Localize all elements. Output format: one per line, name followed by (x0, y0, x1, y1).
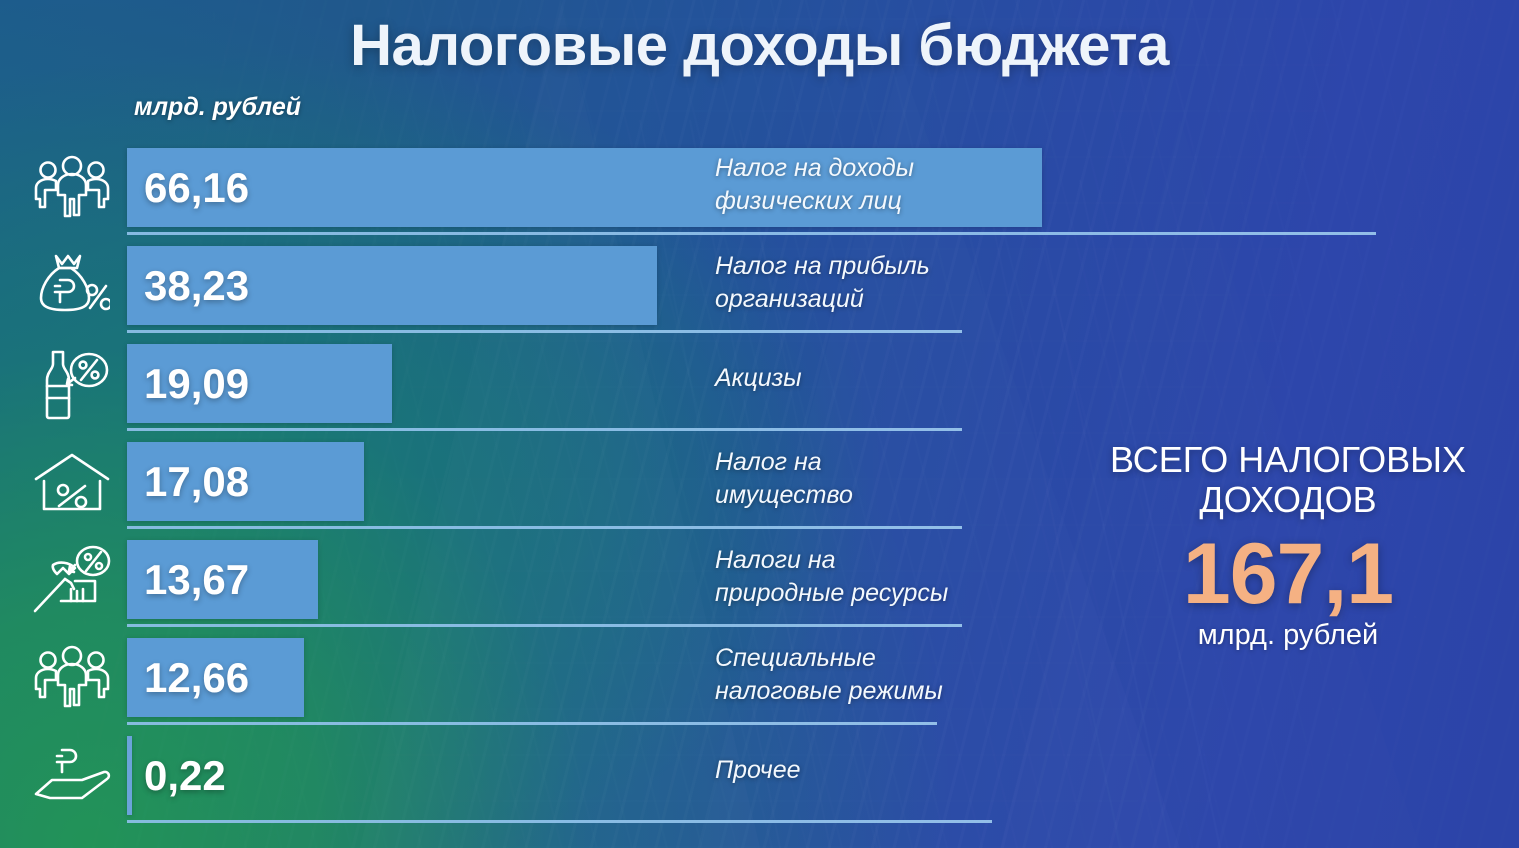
row-divider (127, 526, 962, 529)
bar-value-6: 0,22 (144, 751, 226, 799)
bar-label-2: Акцизы (715, 364, 802, 392)
bar-5 (127, 638, 304, 717)
bottle-percent-icon (24, 335, 120, 433)
people-group-icon (24, 629, 120, 727)
row-divider (127, 820, 992, 823)
bar-2 (127, 344, 392, 423)
bar-value-0: 66,16 (144, 163, 250, 211)
bar-value-3: 17,08 (144, 457, 250, 505)
hand-ruble-icon (24, 727, 120, 825)
table-row: 12,66 Специальные налоговые режимы (0, 629, 1519, 727)
bar-label-4: Налоги на природные ресурсы (715, 546, 949, 607)
table-row: 0,22 Прочее (0, 727, 1519, 825)
mining-pickaxe-percent-icon (24, 531, 120, 629)
table-row: 66,16 Налог на доходы физических лиц (0, 139, 1519, 237)
bar-label-1: Налог на прибыль организаций (715, 252, 930, 313)
house-percent-icon (24, 433, 120, 531)
bar-value-4: 13,67 (144, 555, 250, 603)
bar-1 (127, 246, 657, 325)
total-value: 167,1 (1182, 525, 1394, 622)
table-row: 38,23 Налог на прибыль организаций (0, 237, 1519, 335)
bar-value-5: 12,66 (144, 653, 250, 701)
people-group-icon (24, 139, 120, 237)
page-title: Налоговые доходы бюджета (350, 13, 1169, 78)
money-bag-ruble-percent-icon (24, 237, 120, 335)
total-units: млрд. рублей (1197, 618, 1379, 651)
bar-6 (127, 736, 132, 815)
row-divider (127, 624, 962, 627)
bar-value-2: 19,09 (144, 359, 250, 407)
axis-units-label: млрд. рублей (134, 93, 302, 121)
bar-4 (127, 540, 318, 619)
bar-label-5: Специальные налоговые режимы (715, 644, 943, 705)
table-row: 17,08 Налог на имущество (0, 433, 1519, 531)
bar-label-0: Налог на доходы физических лиц (715, 154, 915, 215)
category-icon-rail (24, 139, 120, 825)
bar-label-3: Налог на имущество (715, 448, 853, 509)
row-divider (127, 330, 962, 333)
table-row: 13,67 Налоги на природные ресурсы (0, 531, 1519, 629)
total-label: ВСЕГО НАЛОГОВЫХ ДОХОДОВ (1109, 439, 1467, 521)
row-divider (127, 722, 937, 725)
table-row: 19,09 Акцизы (0, 335, 1519, 433)
bar-label-6: Прочее (715, 756, 801, 784)
total-summary: ВСЕГО НАЛОГОВЫХ ДОХОДОВ 167,1 млрд. рубл… (1068, 439, 1508, 652)
bar-0 (127, 148, 1042, 227)
bar-chart: 66,16 Налог на доходы физических лиц 38,… (0, 139, 1519, 825)
row-divider (127, 428, 962, 431)
bar-value-1: 38,23 (144, 261, 250, 309)
row-divider (127, 232, 1376, 235)
bar-3 (127, 442, 364, 521)
